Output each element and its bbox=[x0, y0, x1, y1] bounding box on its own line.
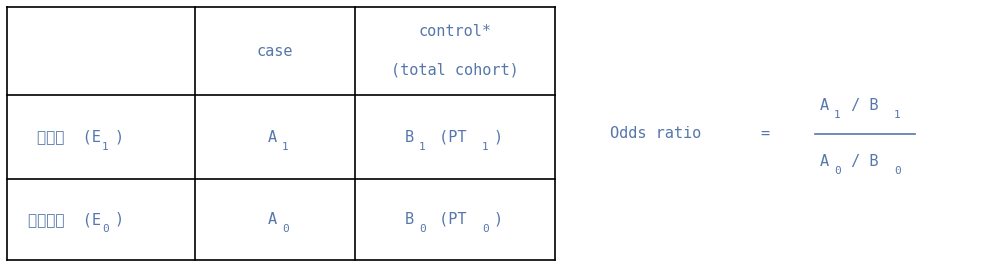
Text: ): ) bbox=[493, 129, 502, 144]
Text: / B: / B bbox=[842, 98, 879, 113]
Text: A: A bbox=[268, 129, 277, 144]
Text: control*: control* bbox=[418, 25, 492, 40]
Text: / B: / B bbox=[842, 154, 879, 169]
Text: 비폭로군  (E: 비폭로군 (E bbox=[28, 212, 101, 227]
Text: 0: 0 bbox=[419, 225, 426, 234]
Text: 0: 0 bbox=[834, 166, 841, 175]
Text: 0: 0 bbox=[482, 225, 489, 234]
Text: ): ) bbox=[114, 129, 123, 144]
Text: 폭로군  (E: 폭로군 (E bbox=[37, 129, 101, 144]
Text: (PT: (PT bbox=[430, 129, 466, 144]
Text: ): ) bbox=[114, 212, 123, 227]
Text: A: A bbox=[820, 154, 829, 169]
Text: 1: 1 bbox=[102, 142, 109, 152]
Text: A: A bbox=[268, 212, 277, 227]
Text: B: B bbox=[405, 212, 414, 227]
Text: 1: 1 bbox=[894, 109, 901, 120]
Text: 1: 1 bbox=[834, 109, 841, 120]
Text: 0: 0 bbox=[894, 166, 901, 175]
Text: B: B bbox=[405, 129, 414, 144]
Text: A: A bbox=[820, 98, 829, 113]
Text: 1: 1 bbox=[282, 142, 289, 152]
Text: (PT: (PT bbox=[430, 212, 466, 227]
Text: (total cohort): (total cohort) bbox=[391, 62, 519, 77]
Text: case: case bbox=[257, 44, 293, 58]
Text: Odds ratio: Odds ratio bbox=[610, 126, 701, 141]
Text: 0: 0 bbox=[282, 225, 289, 234]
Text: 1: 1 bbox=[419, 142, 426, 152]
Text: 1: 1 bbox=[482, 142, 489, 152]
Text: 0: 0 bbox=[102, 225, 109, 234]
Text: =: = bbox=[760, 126, 770, 141]
Text: ): ) bbox=[493, 212, 502, 227]
